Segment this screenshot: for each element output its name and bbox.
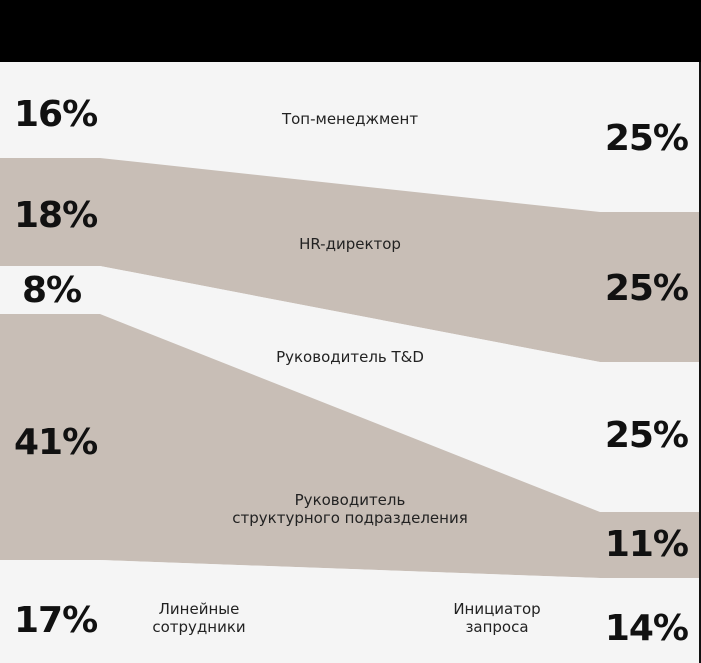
header-bar xyxy=(0,0,701,62)
category-label: Руководитель xyxy=(295,491,406,509)
band-3 xyxy=(0,314,701,578)
bottom-right-label: запроса xyxy=(465,618,528,636)
band-1 xyxy=(0,158,701,362)
left-value-label: 18% xyxy=(14,195,97,236)
left-value-label: 8% xyxy=(22,270,81,311)
stacked-flow-chart: 16% 18% 8% 41% 17% 25% 25% 25% 11% 14% Топ-менеджм… xyxy=(0,62,701,662)
category-label: Руководитель T&D xyxy=(276,348,424,366)
left-value-label: 41% xyxy=(14,422,97,463)
chart-right-edge xyxy=(699,62,701,663)
band-2 xyxy=(0,266,701,512)
category-label: HR-директор xyxy=(299,235,401,253)
right-value-label: 14% xyxy=(605,608,688,649)
right-value-label: 11% xyxy=(605,524,688,565)
left-value-label: 17% xyxy=(14,600,97,641)
bottom-left-label: Линейные xyxy=(159,600,240,618)
bottom-right-label: Инициатор xyxy=(453,600,540,618)
band-4 xyxy=(0,560,701,662)
left-value-label: 16% xyxy=(14,94,97,135)
chart-frame: 16% 18% 8% 41% 17% 25% 25% 25% 11% 14% Топ-менеджм… xyxy=(0,62,701,663)
bottom-left-label: сотрудники xyxy=(152,618,245,636)
category-label: Топ-менеджмент xyxy=(281,110,418,128)
right-value-label: 25% xyxy=(605,415,688,456)
right-value-label: 25% xyxy=(605,118,688,159)
category-label: структурного подразделения xyxy=(232,509,467,527)
right-value-label: 25% xyxy=(605,268,688,309)
band-0 xyxy=(0,62,701,212)
